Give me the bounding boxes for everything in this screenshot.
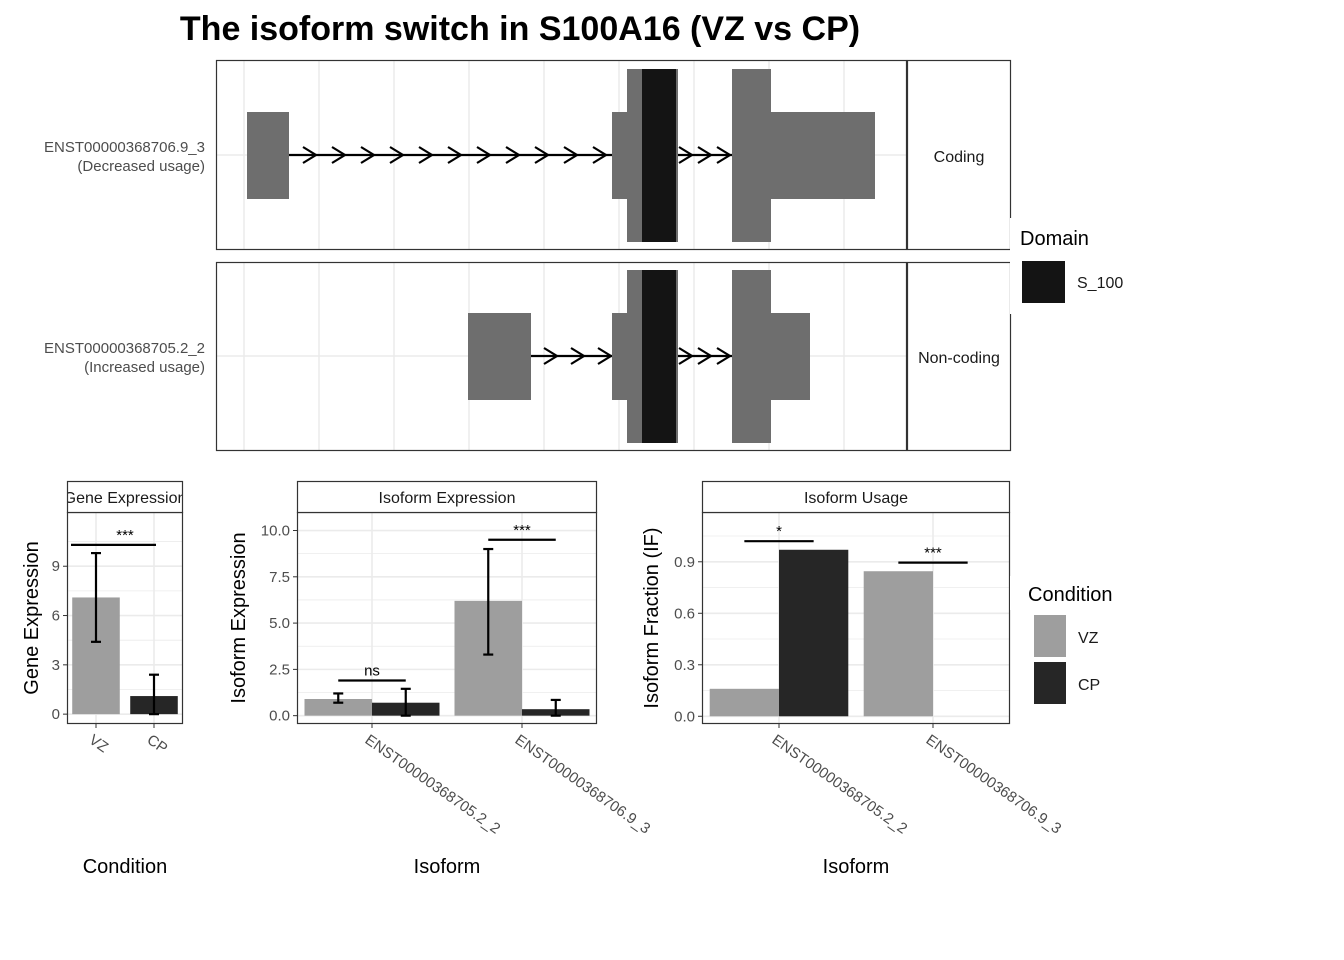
intron-arrow [570,347,587,365]
exon [732,270,771,443]
y-tick-label: 3 [52,657,60,674]
legend-key-vz [1034,615,1066,657]
panel-border [215,59,908,251]
intron-arrow [476,146,493,164]
y-tick-label: 10.0 [261,523,290,540]
intron-arrow [302,146,319,164]
x-axis-title: Isoform [823,856,890,878]
significance-label: ns [364,662,380,679]
figure-title: The isoform switch in S100A16 (VZ vs CP) [180,10,860,48]
intron-arrow [389,146,406,164]
y-axis-title: Isoform Fraction (IF) [641,527,663,708]
exon [468,313,531,400]
strip-label: Gene Expression [64,490,187,507]
transcript-panel-1: Coding ENST00000368706.9_3 (Decreased us… [44,59,1012,251]
y-axis-title: Gene Expression [21,541,43,694]
y-tick-label: 7.5 [269,569,290,586]
isoform-usage-chart: 0.00.30.60.9****Isoform UsageENST0000036… [641,480,1064,878]
transcript-usage-label: (Decreased usage) [77,158,205,175]
intron-arrow [597,347,614,365]
intron-arrow [331,146,348,164]
significance-label: * [776,523,782,540]
y-tick-label: 0.0 [269,708,290,725]
intron-arrow [360,146,377,164]
intron-arrow [447,146,464,164]
y-tick-label: 6 [52,608,60,625]
significance-label: *** [116,527,134,544]
s100-domain [642,270,676,443]
y-tick-label: 0.6 [674,605,695,622]
transcript-id-label: ENST00000368706.9_3 [44,139,205,156]
intron-arrows [302,146,733,164]
coding-strip-label: Coding [934,149,985,166]
y-tick-label: 0.3 [674,657,695,674]
intron-arrow [592,146,609,164]
condition-legend: Condition VZ CP [1010,576,1113,704]
intron-arrow [678,347,695,365]
y-tick-label: 0 [52,706,60,723]
legend-title-clip [1010,576,1028,610]
strip-box [701,480,1011,514]
strip-box [906,59,1012,251]
legend-label-vz: VZ [1078,630,1099,647]
exon [770,313,810,400]
strip-box [296,480,598,514]
legend-label-cp: CP [1078,677,1100,694]
y-tick-label: 2.5 [269,661,290,678]
panel-border [215,261,908,452]
significance-label: *** [924,545,942,562]
domain-legend: Domain S_100 [1010,218,1170,314]
intron-arrow [716,146,733,164]
y-axis-title: Isoform Expression [228,532,250,703]
s100-domain [642,69,676,242]
transcript-panel-2: Non-coding ENST00000368705.2_2 (Increase… [44,261,1012,452]
bar-vz [709,688,779,717]
intron-arrow [697,146,714,164]
bar-cp [779,549,849,717]
domain-legend-title: Domain [1020,228,1089,250]
intron-arrow [716,347,733,365]
bar-vz [304,699,372,716]
y-tick-label: 0.9 [674,554,695,571]
transcript-usage-label: (Increased usage) [84,359,205,376]
intron-arrow [543,347,560,365]
x-axis-title: Condition [83,856,168,878]
condition-legend-title: Condition [1028,584,1113,606]
legend-key-cp [1034,662,1066,704]
intron-arrow [563,146,580,164]
bar-vz [863,571,933,717]
domain-legend-key [1022,261,1065,303]
transcript-id-label: ENST00000368705.2_2 [44,340,205,357]
utr-exon [770,112,875,199]
significance-label: *** [513,522,531,539]
utr-exon [247,112,289,199]
strip-box [906,261,1012,452]
intron-arrow [534,146,551,164]
plot-background [702,512,1010,724]
intron-arrow [697,347,714,365]
strip-label: Isoform Usage [804,490,908,507]
intron-arrow [678,146,695,164]
exon [612,313,628,400]
cds-exon [732,69,771,242]
noncoding-strip-label: Non-coding [918,350,1000,367]
y-tick-label: 9 [52,558,60,575]
y-tick-label: 5.0 [269,615,290,632]
intron-arrow [505,146,522,164]
x-axis-title: Isoform [414,856,481,878]
domain-legend-label: S_100 [1077,275,1123,292]
intron-arrow [418,146,435,164]
intron-arrows [543,347,733,365]
strip-box [66,480,184,514]
strip-label: Isoform Expression [379,490,516,507]
plot-background [297,512,597,724]
y-tick-label: 0.0 [674,708,695,725]
utr-exon [612,112,628,199]
